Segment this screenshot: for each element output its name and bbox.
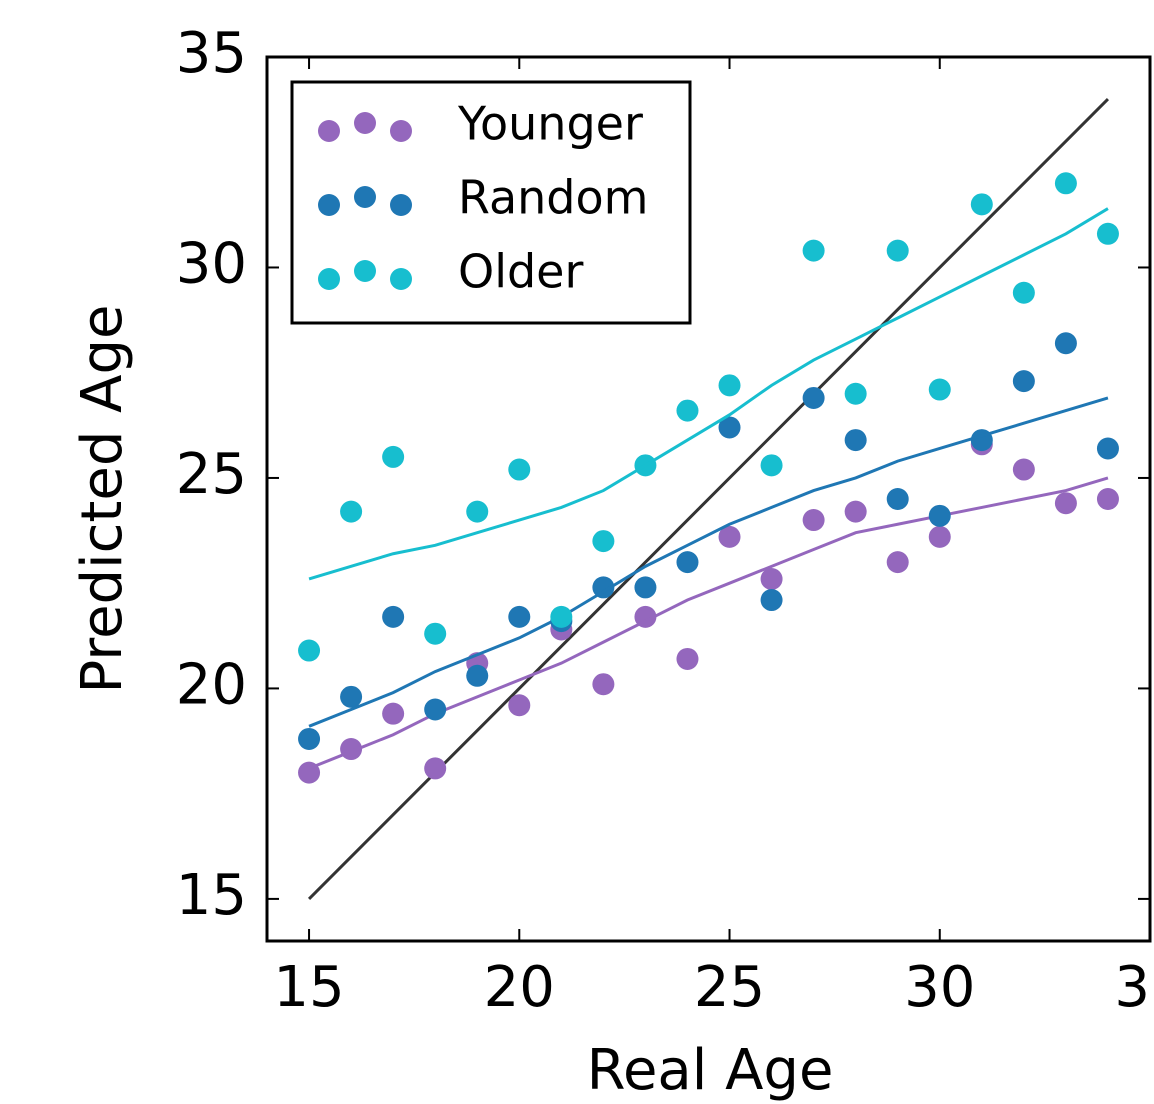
point [1096, 222, 1119, 245]
point [298, 727, 321, 750]
point [886, 239, 909, 262]
point [802, 509, 825, 532]
point [550, 605, 573, 628]
point [592, 530, 615, 553]
legend-marker [390, 268, 412, 290]
point [466, 500, 489, 523]
point [718, 374, 741, 397]
x-tick-label: 35 [1114, 955, 1154, 1020]
point [1054, 172, 1077, 195]
point [424, 698, 447, 721]
y-tick-label: 35 [176, 21, 247, 86]
plot-frame [265, 55, 1152, 943]
point [298, 639, 321, 662]
point [718, 525, 741, 548]
point [1012, 458, 1035, 481]
point [676, 399, 699, 422]
point [760, 589, 783, 612]
legend-label: Random [458, 171, 648, 225]
legend-marker [354, 186, 376, 208]
y-axis-label: Predicted Age [70, 305, 135, 694]
point [844, 382, 867, 405]
point [676, 647, 699, 670]
point [928, 378, 951, 401]
point [382, 605, 405, 628]
point [760, 567, 783, 590]
point [844, 500, 867, 523]
point [1096, 437, 1119, 460]
point [1012, 281, 1035, 304]
point [886, 551, 909, 574]
legend-marker [318, 268, 340, 290]
y-tick-label: 15 [176, 863, 247, 928]
point [760, 454, 783, 477]
legend-label: Older [458, 245, 583, 299]
legend-marker [354, 112, 376, 134]
point [424, 622, 447, 645]
point [1054, 492, 1077, 515]
point [886, 488, 909, 510]
point [382, 445, 405, 468]
x-tick-label: 25 [694, 955, 765, 1020]
point [382, 702, 405, 725]
point [676, 551, 699, 574]
point [1096, 488, 1119, 510]
point [592, 576, 615, 599]
trend-line [308, 396, 1109, 728]
point [508, 458, 531, 481]
trend-line [308, 207, 1109, 581]
x-tick-label: 20 [484, 955, 555, 1020]
y-tick-label: 25 [176, 442, 247, 507]
point [634, 576, 657, 599]
point [508, 694, 531, 717]
y-tick-label: 30 [176, 232, 247, 297]
x-tick-label: 30 [904, 955, 975, 1020]
x-tick-label: 15 [273, 955, 344, 1020]
legend-label: Younger [457, 97, 643, 151]
legend-marker [390, 120, 412, 142]
point [340, 500, 363, 523]
legend-marker [354, 260, 376, 282]
point [424, 757, 447, 780]
point [802, 386, 825, 409]
point [508, 605, 531, 628]
point [1054, 332, 1077, 355]
point [970, 193, 993, 216]
point [1012, 370, 1035, 393]
x-axis-label: Real Age [587, 1038, 834, 1103]
legend-marker [318, 120, 340, 142]
point [928, 504, 951, 527]
point [466, 664, 489, 687]
point [340, 685, 363, 708]
y-tick-label: 20 [176, 653, 247, 718]
point [844, 429, 867, 452]
legend-marker [318, 194, 340, 216]
point [592, 673, 615, 696]
point [718, 416, 741, 439]
point [928, 525, 951, 548]
point [802, 239, 825, 262]
legend-marker [390, 194, 412, 216]
trend-line [308, 476, 1109, 770]
